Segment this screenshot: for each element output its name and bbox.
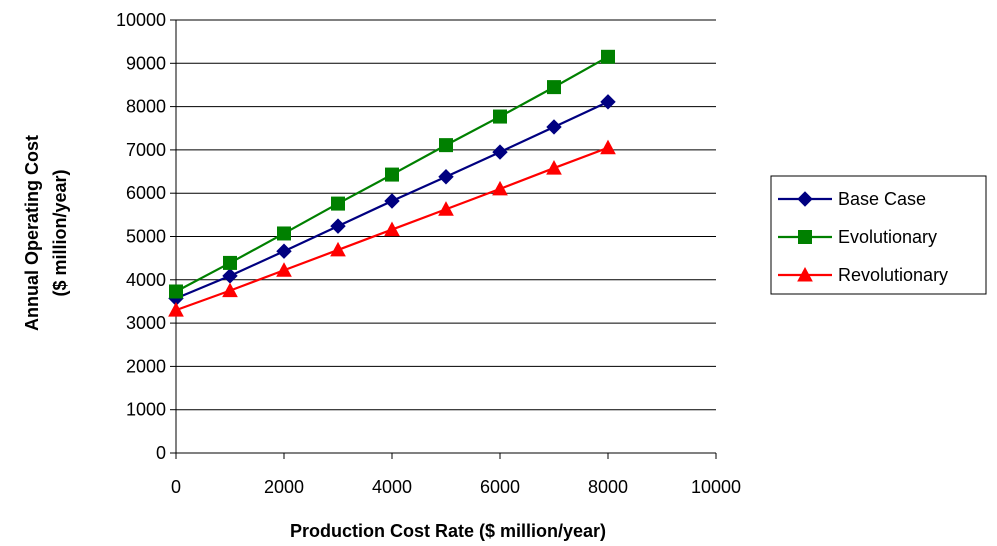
series-group [168,49,616,317]
grid-lines [176,19,716,411]
data-point-base-case [330,218,346,234]
series-revolutionary [168,139,616,317]
series-evolutionary [169,49,615,299]
data-point-revolutionary [492,180,508,196]
data-point-revolutionary [330,241,346,257]
data-point-revolutionary [276,262,292,277]
data-point-evolutionary [169,284,183,299]
data-point-revolutionary [600,139,616,155]
legend-marker-evolutionary [798,230,812,244]
y-axis-title: Annual Operating Cost ($ million/year) [22,135,70,331]
y-tick-label: 5000 [126,227,166,247]
data-point-evolutionary [439,138,453,153]
y-tick-label: 1000 [126,400,166,420]
legend-item-revolutionary: Revolutionary [778,265,948,285]
data-point-evolutionary [277,226,291,241]
data-point-base-case [438,169,454,185]
data-point-base-case [276,243,292,259]
data-point-revolutionary [438,201,454,216]
legend-label: Revolutionary [838,265,948,285]
legend-marker-base-case [797,191,813,207]
data-point-base-case [222,268,238,284]
y-tick-label: 3000 [126,313,166,333]
y-tick-label: 4000 [126,270,166,290]
x-axis-title: Production Cost Rate ($ million/year) [290,521,606,541]
data-point-revolutionary [168,302,184,317]
legend-label: Evolutionary [838,227,937,247]
y-axis-title-line1: Annual Operating Cost [22,135,42,331]
tick-labels: 0 1000 2000 3000 4000 5000 6000 7000 8000 9000 100… [116,10,741,497]
x-tick-label: 10000 [691,477,741,497]
y-tick-label: 9000 [126,53,166,73]
y-tick-label: 6000 [126,183,166,203]
x-tick-label: 6000 [480,477,520,497]
y-tick-label: 7000 [126,140,166,160]
legend-label: Base Case [838,189,926,209]
x-tick-label: 4000 [372,477,412,497]
y-tick-label: 8000 [126,97,166,117]
data-point-base-case [600,94,616,110]
data-point-base-case [384,193,400,209]
x-tick-label: 8000 [588,477,628,497]
legend-item-evolutionary: Evolutionary [778,227,937,247]
axes [170,19,717,459]
data-point-evolutionary [223,255,237,270]
x-tick-label: 2000 [264,477,304,497]
data-point-evolutionary [385,167,399,182]
y-tick-label: 10000 [116,10,166,30]
data-point-base-case [492,144,508,160]
data-point-revolutionary [546,160,562,175]
legend-marker-revolutionary [797,266,813,282]
series-base-case [168,94,616,307]
data-point-revolutionary [222,282,238,298]
x-tick-label: 0 [171,477,181,497]
data-point-evolutionary [331,196,345,211]
data-point-base-case [546,119,562,135]
data-point-evolutionary [601,49,615,64]
y-tick-label: 2000 [126,356,166,376]
data-point-evolutionary [547,80,561,95]
y-axis-title-line2: ($ million/year) [50,169,70,296]
data-point-revolutionary [384,221,400,237]
legend-item-base-case: Base Case [778,189,926,209]
y-tick-label: 0 [156,443,166,463]
data-point-evolutionary [493,109,507,124]
legend: Base Case Evolutionary Revolutionary [770,175,987,295]
